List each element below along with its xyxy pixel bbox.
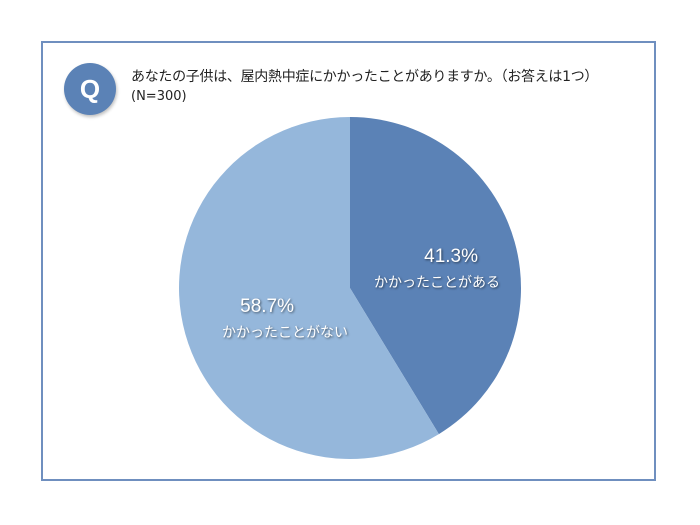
q-badge-icon: Q [64, 63, 116, 115]
label-yes: 41.3% かかったことがある [352, 246, 522, 292]
label-yes-name: かかったことがある [374, 275, 500, 291]
pie-slice-no [179, 117, 439, 459]
sample-size: (N=300) [131, 89, 187, 104]
label-no-percent: 58.7% [240, 296, 294, 317]
label-yes-percent: 41.3% [424, 246, 478, 267]
label-no: 58.7% かかったことがない [200, 296, 370, 342]
label-no-name: かかったことがない [222, 325, 348, 341]
question-text: あなたの子供は、屋内熱中症にかかったことがありますか。（お答えは1つ） [131, 69, 599, 85]
pie-slice-yes [350, 117, 522, 435]
